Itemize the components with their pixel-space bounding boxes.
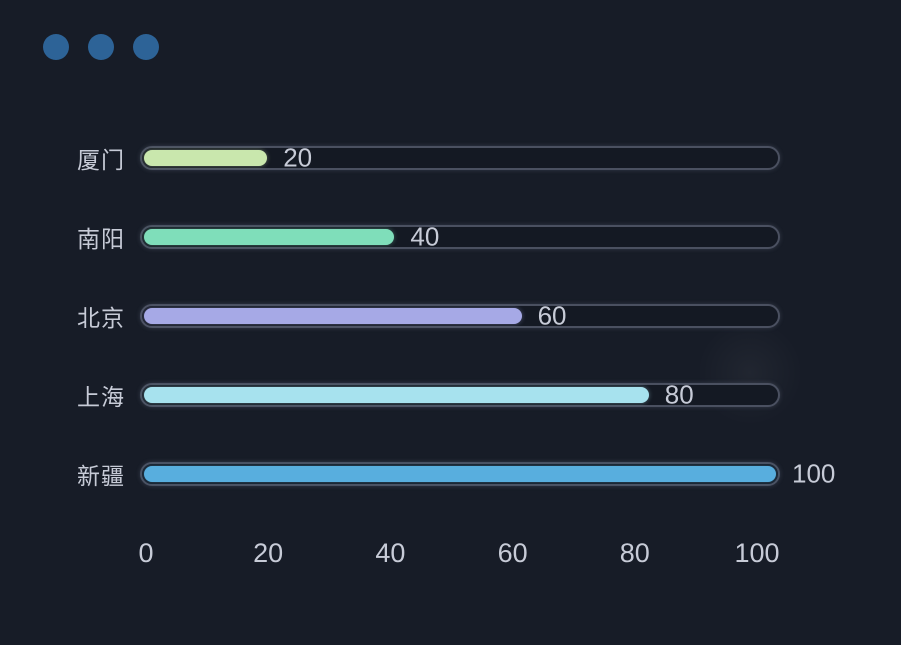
axis-tick-label: 0: [138, 538, 154, 568]
bar-track: 20: [140, 142, 780, 172]
x-axis: 0 20 40 60 80 100: [0, 537, 901, 569]
axis-tick-label: 20: [253, 538, 284, 568]
category-label: 厦门: [77, 146, 125, 173]
value-label: 60: [537, 300, 567, 330]
value-label: 100: [792, 458, 836, 488]
bar-row: 上海 80: [40, 355, 780, 434]
bar-row: 南阳 40: [40, 197, 780, 276]
window-controls: [43, 34, 159, 60]
bar-chart: 厦门 20 南阳 40 北京 60 上海 80 新疆 100: [40, 118, 835, 513]
category-label: 南阳: [77, 225, 125, 252]
bar[interactable]: [144, 228, 395, 245]
bar-row: 北京 60: [40, 276, 780, 355]
category-label: 北京: [77, 304, 125, 331]
axis-tick-label: 100: [734, 538, 780, 568]
axis-tick-label: 40: [375, 538, 406, 568]
bar-track: 100: [140, 458, 835, 488]
bar[interactable]: [144, 465, 776, 482]
value-label: 20: [283, 142, 313, 172]
bar[interactable]: [144, 386, 649, 403]
category-label: 上海: [77, 383, 125, 410]
bar[interactable]: [144, 149, 268, 166]
window-control-dot[interactable]: [133, 34, 159, 60]
window-control-dot[interactable]: [43, 34, 69, 60]
window-control-dot[interactable]: [88, 34, 114, 60]
bar-track: 40: [140, 221, 780, 251]
value-label: 40: [410, 221, 440, 251]
bar-track: 80: [140, 379, 780, 409]
value-label: 80: [664, 379, 694, 409]
bar-row: 厦门 20: [40, 118, 780, 197]
bar[interactable]: [144, 307, 522, 324]
axis-tick-label: 60: [497, 538, 528, 568]
bar-row: 新疆 100: [40, 434, 835, 513]
category-label: 新疆: [77, 462, 125, 489]
bar-track: 60: [140, 300, 780, 330]
axis-tick-label: 80: [619, 538, 650, 568]
